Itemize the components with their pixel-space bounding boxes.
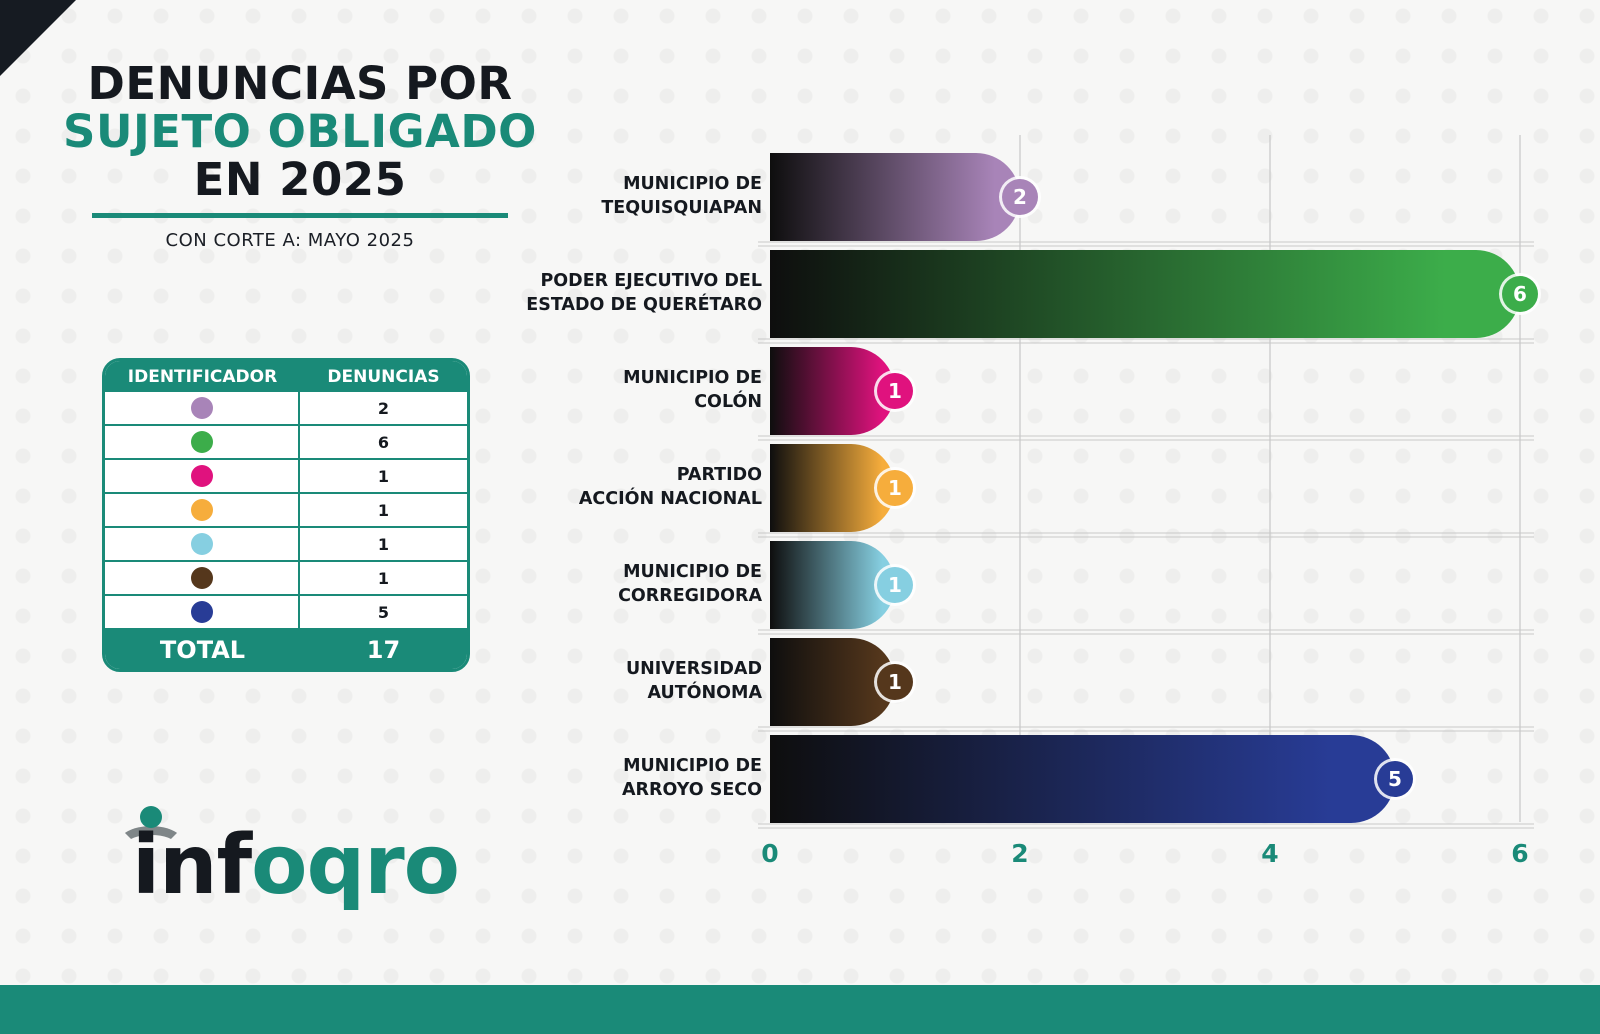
x-tick-label: 4 <box>1261 839 1278 868</box>
infoqro-logo: infoqro <box>118 800 478 920</box>
table-cell-count: 1 <box>377 534 390 554</box>
bar <box>770 250 1520 338</box>
category-label: ARROYO SECO <box>622 780 762 800</box>
table-total-row: TOTAL 17 <box>105 630 467 669</box>
table-header: IDENTIFICADOR DENUNCIAS <box>105 361 467 392</box>
data-label: 6 <box>1513 282 1527 306</box>
header-identifier: IDENTIFICADOR <box>127 366 278 387</box>
data-label: 2 <box>1013 185 1027 209</box>
table-cell-count: 2 <box>377 398 390 418</box>
x-tick-label: 6 <box>1511 839 1528 868</box>
value-bubble <box>1002 179 1038 215</box>
table-row: 1 <box>105 494 467 528</box>
title-line-2: SUJETO OBLIGADO <box>63 105 537 158</box>
bar-chart: 2 MUNICIPIO DE TEQUISQUIAPAN 6 PODER EJECUTI… <box>526 135 1538 868</box>
x-tick-label: 2 <box>1011 839 1028 868</box>
category-label: PODER EJECUTIVO DEL <box>540 271 762 291</box>
logo-wordmark: infoqro <box>132 818 460 913</box>
category-label: MUNICIPIO DE <box>623 562 762 582</box>
logo-arc-icon <box>118 826 184 862</box>
value-bubble <box>1502 276 1538 312</box>
color-dot-icon <box>190 431 213 453</box>
corner-decoration <box>0 0 76 76</box>
category-label: TEQUISQUIAPAN <box>601 198 762 218</box>
category-label: ESTADO DE QUERÉTARO <box>526 293 762 315</box>
category-label: MUNICIPIO DE <box>623 368 762 388</box>
bar <box>770 153 1020 241</box>
data-label: 1 <box>888 476 902 500</box>
bar <box>770 444 895 532</box>
table-cell-count: 1 <box>377 466 390 486</box>
table-cell-count: 1 <box>377 568 390 588</box>
color-dot-icon <box>190 567 213 589</box>
total-label: TOTAL <box>159 636 246 664</box>
bar <box>770 735 1395 823</box>
color-dot-icon <box>190 499 213 521</box>
value-bubble <box>1377 761 1413 797</box>
table-row: 6 <box>105 426 467 460</box>
value-bubble <box>877 567 913 603</box>
table-row: 1 <box>105 460 467 494</box>
value-bubble <box>877 470 913 506</box>
category-label: AUTÓNOMA <box>647 681 762 703</box>
category-label: PARTIDO <box>677 465 762 485</box>
bar <box>770 541 895 629</box>
title-line-3: EN 2025 <box>193 153 407 206</box>
color-dot-icon <box>190 465 213 487</box>
summary-table: IDENTIFICADOR DENUNCIAS 2 6 1 1 1 1 5 TO… <box>102 358 470 672</box>
table-cell-count: 1 <box>377 500 390 520</box>
table-cell-count: 6 <box>377 432 390 452</box>
color-dot-icon <box>190 533 213 555</box>
table-row: 1 <box>105 528 467 562</box>
title-divider <box>92 213 508 218</box>
x-tick-label: 0 <box>761 839 778 868</box>
table-row: 2 <box>105 392 467 426</box>
category-label: MUNICIPIO DE <box>623 174 762 194</box>
header-complaints: DENUNCIAS <box>327 366 440 387</box>
value-bubble <box>877 373 913 409</box>
title-block: DENUNCIAS POR SUJETO OBLIGADO EN 2025 CO… <box>60 57 540 252</box>
footer-band <box>0 985 1600 1034</box>
cutoff-date-subtitle: CON CORTE A: MAYO 2025 <box>165 230 415 251</box>
table-row: 5 <box>105 596 467 630</box>
color-dot-icon <box>190 397 213 419</box>
category-label: COLÓN <box>694 390 762 412</box>
color-dot-icon <box>190 601 213 623</box>
value-bubble <box>877 664 913 700</box>
table-row: 1 <box>105 562 467 596</box>
data-label: 1 <box>888 670 902 694</box>
data-label: 5 <box>1388 767 1402 791</box>
bar <box>770 347 895 435</box>
bar <box>770 638 895 726</box>
table-cell-count: 5 <box>377 602 390 622</box>
category-label: CORREGIDORA <box>618 586 762 606</box>
category-label: UNIVERSIDAD <box>626 659 762 679</box>
logo-person-icon <box>140 806 162 828</box>
title-line-1: DENUNCIAS POR <box>87 57 513 110</box>
category-label: MUNICIPIO DE <box>623 756 762 776</box>
data-label: 1 <box>888 379 902 403</box>
data-label: 1 <box>888 573 902 597</box>
total-value: 17 <box>366 636 401 664</box>
category-label: ACCIÓN NACIONAL <box>579 487 762 509</box>
